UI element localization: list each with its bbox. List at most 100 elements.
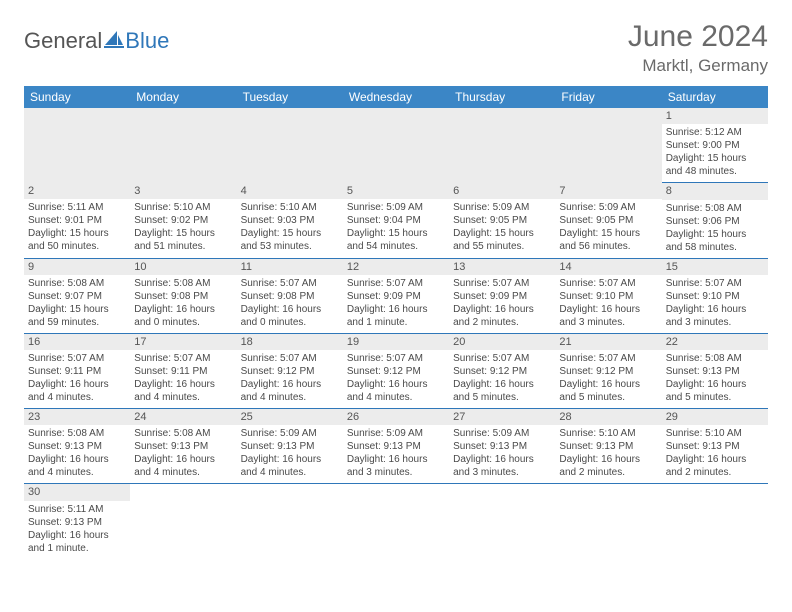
day-cell [343,484,449,559]
day-cell: 18Sunrise: 5:07 AMSunset: 9:12 PMDayligh… [237,333,343,408]
day-details: Sunrise: 5:08 AMSunset: 9:13 PMDaylight:… [666,352,764,404]
daylight-line: Daylight: 15 hours and 55 minutes. [453,227,551,253]
sunrise-line: Sunrise: 5:10 AM [134,201,232,214]
sunset-line: Sunset: 9:05 PM [559,214,657,227]
day-details: Sunrise: 5:07 AMSunset: 9:09 PMDaylight:… [347,277,445,329]
weekday-header: Monday [130,86,236,108]
week-row: 16Sunrise: 5:07 AMSunset: 9:11 PMDayligh… [24,333,768,408]
location: Marktl, Germany [628,56,768,76]
logo: General Blue [24,20,169,54]
sunrise-line: Sunrise: 5:07 AM [347,277,445,290]
day-number: 15 [662,259,768,275]
day-number: 4 [237,183,343,199]
sunrise-line: Sunrise: 5:07 AM [241,277,339,290]
sunset-line: Sunset: 9:12 PM [453,365,551,378]
day-number: 30 [24,484,130,500]
sunset-line: Sunset: 9:09 PM [453,290,551,303]
day-cell: 19 Sunrise: 5:07 AMSunset: 9:12 PMDayligh… [343,333,449,408]
day-details: Sunrise: 5:10 AMSunset: 9:03 PMDaylight:… [241,201,339,253]
daylight-line: Daylight: 16 hours and 4 minutes. [134,378,232,404]
sunrise-line: Sunrise: 5:08 AM [134,277,232,290]
day-cell: 15Sunrise: 5:07 AMSunset: 9:10 PMDayligh… [662,258,768,333]
day-details: Sunrise: 5:07 AMSunset: 9:11 PMDaylight:… [28,352,126,404]
sunrise-line: Sunrise: 5:10 AM [559,427,657,440]
sunset-line: Sunset: 9:11 PM [28,365,126,378]
daylight-line: Daylight: 16 hours and 2 minutes. [453,303,551,329]
day-number: 17 [130,334,236,350]
day-number: 12 [343,259,449,275]
day-details: Sunrise: 5:07 AMSunset: 9:12 PMDaylight:… [559,352,657,404]
day-details: Sunrise: 5:07 AMSunset: 9:12 PMDaylight:… [347,352,445,404]
daylight-line: Daylight: 16 hours and 5 minutes. [559,378,657,404]
day-details: Sunrise: 5:07 AMSunset: 9:12 PMDaylight:… [453,352,551,404]
day-number: 14 [555,259,661,275]
daylight-line: Daylight: 15 hours and 53 minutes. [241,227,339,253]
day-number: 19 [343,334,449,350]
sunrise-line: Sunrise: 5:07 AM [134,352,232,365]
sunrise-line: Sunrise: 5:07 AM [28,352,126,365]
sunrise-line: Sunrise: 5:08 AM [28,427,126,440]
daylight-line: Daylight: 16 hours and 3 minutes. [666,303,764,329]
title-block: June 2024 Marktl, Germany [628,20,768,76]
daylight-line: Daylight: 15 hours and 48 minutes. [666,152,764,178]
day-details: Sunrise: 5:07 AMSunset: 9:09 PMDaylight:… [453,277,551,329]
daylight-line: Daylight: 15 hours and 50 minutes. [28,227,126,253]
daylight-line: Daylight: 16 hours and 4 minutes. [241,378,339,404]
sunrise-line: Sunrise: 5:11 AM [28,503,126,516]
day-cell: 29Sunrise: 5:10 AMSunset: 9:13 PMDayligh… [662,409,768,484]
day-cell: 13Sunrise: 5:07 AMSunset: 9:09 PMDayligh… [449,258,555,333]
sunrise-line: Sunrise: 5:07 AM [241,352,339,365]
day-cell: 28Sunrise: 5:10 AMSunset: 9:13 PMDayligh… [555,409,661,484]
daylight-line: Daylight: 15 hours and 51 minutes. [134,227,232,253]
day-cell: 10Sunrise: 5:08 AMSunset: 9:08 PMDayligh… [130,258,236,333]
daylight-line: Daylight: 16 hours and 0 minutes. [134,303,232,329]
day-number: 3 [130,183,236,199]
sunrise-line: Sunrise: 5:08 AM [134,427,232,440]
day-number: 6 [449,183,555,199]
day-cell: 2Sunrise: 5:11 AMSunset: 9:01 PMDaylight… [24,183,130,258]
daylight-line: Daylight: 16 hours and 4 minutes. [28,378,126,404]
sunset-line: Sunset: 9:09 PM [347,290,445,303]
weekday-header: Wednesday [343,86,449,108]
day-details: Sunrise: 5:09 AMSunset: 9:13 PMDaylight:… [453,427,551,479]
sunset-line: Sunset: 9:03 PM [241,214,339,227]
day-cell: 30Sunrise: 5:11 AMSunset: 9:13 PMDayligh… [24,484,130,559]
sunset-line: Sunset: 9:08 PM [134,290,232,303]
day-cell: 20Sunrise: 5:07 AMSunset: 9:12 PMDayligh… [449,333,555,408]
day-number: 21 [555,334,661,350]
day-cell [237,108,343,183]
daylight-line: Daylight: 16 hours and 0 minutes. [241,303,339,329]
day-details: Sunrise: 5:08 AMSunset: 9:08 PMDaylight:… [134,277,232,329]
day-number: 5 [343,183,449,199]
daylight-line: Daylight: 16 hours and 3 minutes. [453,453,551,479]
sunrise-line: Sunrise: 5:07 AM [666,277,764,290]
day-cell: 7Sunrise: 5:09 AMSunset: 9:05 PMDaylight… [555,183,661,258]
weekday-header: Tuesday [237,86,343,108]
day-cell: 1Sunrise: 5:12 AMSunset: 9:00 PMDaylight… [662,108,768,183]
sunset-line: Sunset: 9:00 PM [666,139,764,152]
week-row: 30Sunrise: 5:11 AMSunset: 9:13 PMDayligh… [24,484,768,559]
day-cell [449,108,555,183]
header: General Blue June 2024 Marktl, Germany [24,20,768,76]
weekday-header-row: Sunday Monday Tuesday Wednesday Thursday… [24,86,768,108]
day-cell: 21 Sunrise: 5:07 AMSunset: 9:12 PMDayligh… [555,333,661,408]
daylight-line: Daylight: 16 hours and 4 minutes. [28,453,126,479]
week-row: 1Sunrise: 5:12 AMSunset: 9:00 PMDaylight… [24,108,768,183]
sunrise-line: Sunrise: 5:09 AM [453,427,551,440]
sunset-line: Sunset: 9:13 PM [453,440,551,453]
sunrise-line: Sunrise: 5:07 AM [453,352,551,365]
daylight-line: Daylight: 16 hours and 2 minutes. [666,453,764,479]
sunset-line: Sunset: 9:13 PM [347,440,445,453]
day-cell [343,108,449,183]
day-cell [662,484,768,559]
sunset-line: Sunset: 9:01 PM [28,214,126,227]
sunrise-line: Sunrise: 5:09 AM [453,201,551,214]
day-details: Sunrise: 5:09 AMSunset: 9:05 PMDaylight:… [453,201,551,253]
sunrise-line: Sunrise: 5:12 AM [666,126,764,139]
daylight-line: Daylight: 15 hours and 59 minutes. [28,303,126,329]
sunrise-line: Sunrise: 5:09 AM [241,427,339,440]
week-row: 9Sunrise: 5:08 AMSunset: 9:07 PMDaylight… [24,258,768,333]
day-details: Sunrise: 5:10 AMSunset: 9:13 PMDaylight:… [559,427,657,479]
day-details: Sunrise: 5:09 AMSunset: 9:05 PMDaylight:… [559,201,657,253]
sunset-line: Sunset: 9:13 PM [559,440,657,453]
